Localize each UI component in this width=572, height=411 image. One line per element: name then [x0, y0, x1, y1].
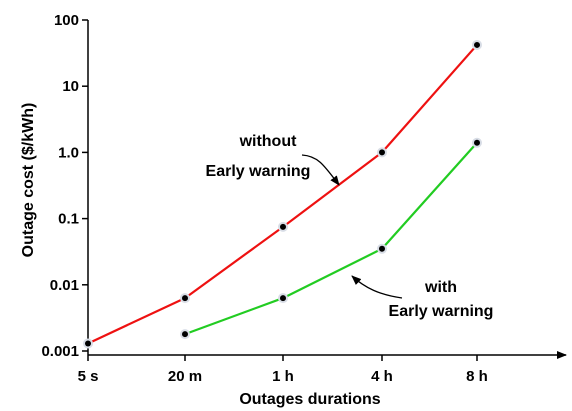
x-tick-label: 8 h [466, 368, 488, 385]
x-tick-label: 5 s [78, 368, 99, 385]
series-line-1 [184, 141, 478, 336]
y-axis-title: Outage cost ($/kWh) [20, 103, 37, 258]
x-axis-title: Outages durations [239, 391, 380, 408]
data-point [474, 139, 480, 146]
data-point [182, 295, 188, 302]
annotation-with-early-warning: with Early warning [351, 275, 494, 320]
annotation-with-line1: with [424, 279, 457, 296]
series-points [83, 39, 482, 349]
y-tick-label: 10 [62, 78, 79, 95]
x-ticks: 5 s 20 m 1 h 4 h 8 h [78, 355, 488, 385]
data-point [182, 331, 188, 338]
annotation-with-line2: Early warning [389, 303, 494, 320]
data-point [474, 41, 480, 48]
y-tick-label: 1.0 [58, 144, 79, 161]
y-tick-label: 0.001 [41, 343, 79, 360]
x-tick-label: 4 h [371, 368, 393, 385]
data-point [379, 245, 385, 252]
data-point [85, 340, 91, 347]
x-tick-label: 1 h [272, 368, 294, 385]
annotation-without-early-warning: without Early warning [206, 133, 340, 186]
x-tick-label: 20 m [168, 368, 202, 385]
y-tick-label: 100 [54, 12, 79, 29]
y-tick-label: 0.1 [58, 211, 79, 228]
annotation-without-line1: without [239, 133, 298, 150]
data-point [280, 223, 286, 230]
data-point [379, 149, 385, 156]
data-point [280, 295, 286, 302]
y-tick-label: 0.01 [50, 277, 79, 294]
annotation-with-arrow [351, 275, 403, 299]
annotation-without-arrow [301, 154, 340, 186]
axes [87, 20, 567, 359]
y-ticks: 0.001 0.01 0.1 1.0 10 100 [41, 12, 88, 360]
annotation-without-line2: Early warning [206, 163, 311, 180]
